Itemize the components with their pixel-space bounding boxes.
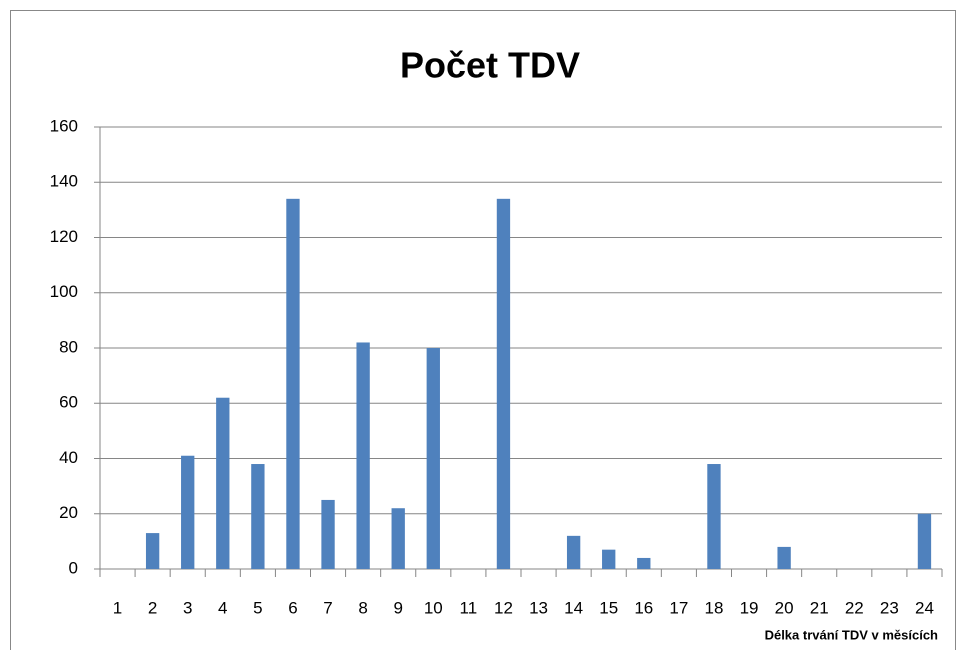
x-tick-label: 13 <box>529 598 548 617</box>
x-tick-label: 8 <box>358 598 367 617</box>
x-tick-label: 17 <box>669 598 688 617</box>
y-tick-label: 20 <box>59 503 78 522</box>
x-tick-label: 7 <box>323 598 332 617</box>
x-tick-label: 16 <box>634 598 653 617</box>
chart-title: Počet TDV <box>400 45 580 86</box>
bar <box>286 198 300 569</box>
bar <box>602 549 616 569</box>
x-tick-label: 3 <box>183 598 192 617</box>
bar <box>251 464 265 569</box>
chart-frame <box>10 10 956 650</box>
bar <box>356 342 370 569</box>
y-tick-label: 0 <box>69 558 78 577</box>
x-tick-label: 12 <box>494 598 513 617</box>
bar <box>566 535 581 569</box>
x-tick-label: 14 <box>564 598 583 617</box>
x-tick-label: 4 <box>218 598 227 617</box>
x-axis-title: Délka trvání TDV v měsících <box>765 627 938 642</box>
bar <box>496 198 511 569</box>
bar <box>637 557 651 569</box>
y-tick-label: 40 <box>59 448 78 467</box>
bar <box>917 513 932 569</box>
bar <box>707 464 721 569</box>
y-tick-label: 140 <box>50 172 78 191</box>
y-tick-label: 60 <box>59 393 78 412</box>
x-tick-label: 2 <box>148 598 157 617</box>
x-tick-label: 21 <box>810 598 829 617</box>
x-tick-label: 19 <box>740 598 759 617</box>
x-tick-label: 24 <box>915 598 934 617</box>
x-tick-label: 5 <box>253 598 262 617</box>
bar <box>181 455 195 569</box>
y-tick-label: 120 <box>50 227 78 246</box>
x-tick-label: 20 <box>775 598 794 617</box>
x-tick-label: 10 <box>424 598 443 617</box>
x-tick-label: 6 <box>288 598 297 617</box>
bar <box>216 397 230 569</box>
x-tick-label: 1 <box>113 598 122 617</box>
y-tick-label: 160 <box>50 116 78 135</box>
bar <box>145 533 160 569</box>
y-tick-label: 80 <box>59 337 78 356</box>
bar <box>777 546 791 569</box>
x-tick-label: 18 <box>704 598 723 617</box>
x-tick-label: 15 <box>599 598 618 617</box>
x-tick-label: 23 <box>880 598 899 617</box>
x-tick-label: 22 <box>845 598 864 617</box>
y-tick-label: 100 <box>50 282 78 301</box>
bar <box>391 508 405 569</box>
bar <box>321 499 335 569</box>
bar <box>426 348 440 569</box>
x-tick-label: 9 <box>393 598 402 617</box>
x-tick-label: 11 <box>460 598 478 617</box>
